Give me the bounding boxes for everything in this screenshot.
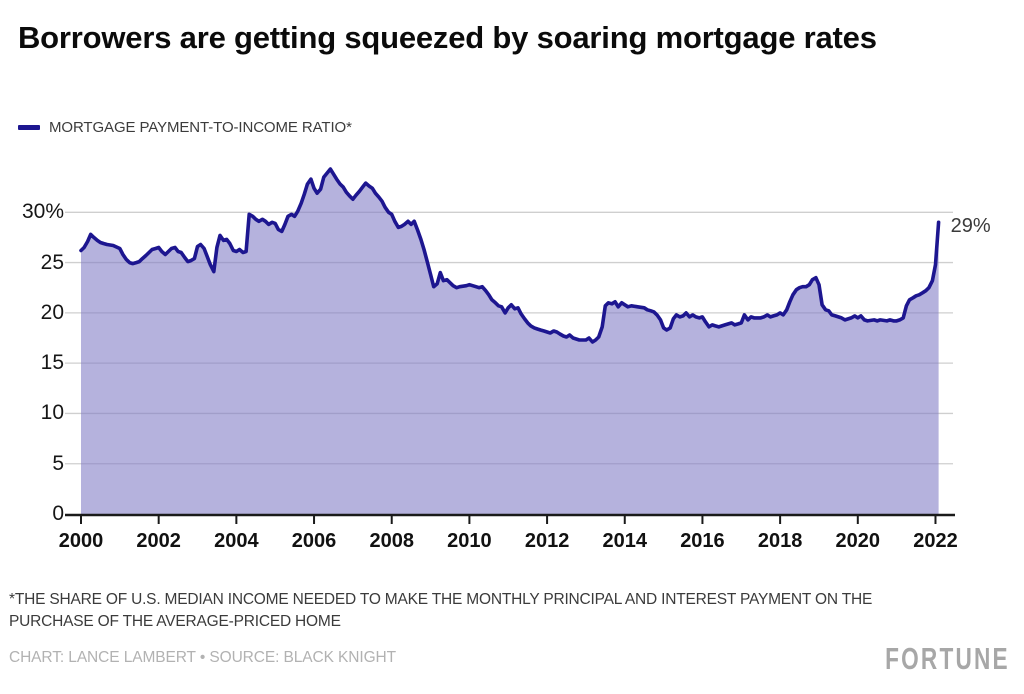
x-tick-label: 2018 [757,530,803,552]
chart-title: Borrowers are getting squeezed by soarin… [18,20,877,55]
x-tick-label: 2010 [447,530,492,552]
x-tick-label: 2012 [524,530,570,552]
footnote-line-1: *THE SHARE OF U.S. MEDIAN INCOME NEEDED … [9,591,873,608]
area-fill [81,169,939,514]
y-tick-label: 30% [21,200,64,224]
fortune-logo: FORTUNE [885,641,1010,676]
footnote: *THE SHARE OF U.S. MEDIAN INCOME NEEDED … [9,589,969,633]
y-tick-label: 25 [40,250,64,274]
x-tick-label: 2002 [136,530,181,552]
legend-line-swatch [18,125,40,130]
y-tick-label: 10 [40,401,64,425]
x-tick-label: 2022 [913,530,958,552]
x-tick-label: 2020 [835,530,881,552]
data-series-line [79,167,941,344]
x-tick-label: 2008 [369,530,414,552]
latest-value-label: 29% [950,215,991,238]
y-tick-label: 15 [40,351,64,375]
legend-label: MORTGAGE PAYMENT-TO-INCOME RATIO* [49,119,352,136]
y-tick-label: 20 [40,300,64,324]
y-tick-label: 0 [52,502,64,525]
x-tick-label: 2004 [214,530,259,552]
x-tick-label: 2006 [291,530,337,552]
footnote-line-2: PURCHASE OF THE AVERAGE-PRICED HOME [9,613,341,630]
credit-line: CHART: LANCE LAMBERT • SOURCE: BLACK KNI… [9,649,396,666]
y-tick-label: 5 [52,451,64,475]
x-tick-label: 2016 [680,530,725,552]
x-tick-label: 2014 [602,530,648,552]
legend: MORTGAGE PAYMENT-TO-INCOME RATIO* [18,119,352,136]
x-tick-label: 2000 [58,530,104,552]
